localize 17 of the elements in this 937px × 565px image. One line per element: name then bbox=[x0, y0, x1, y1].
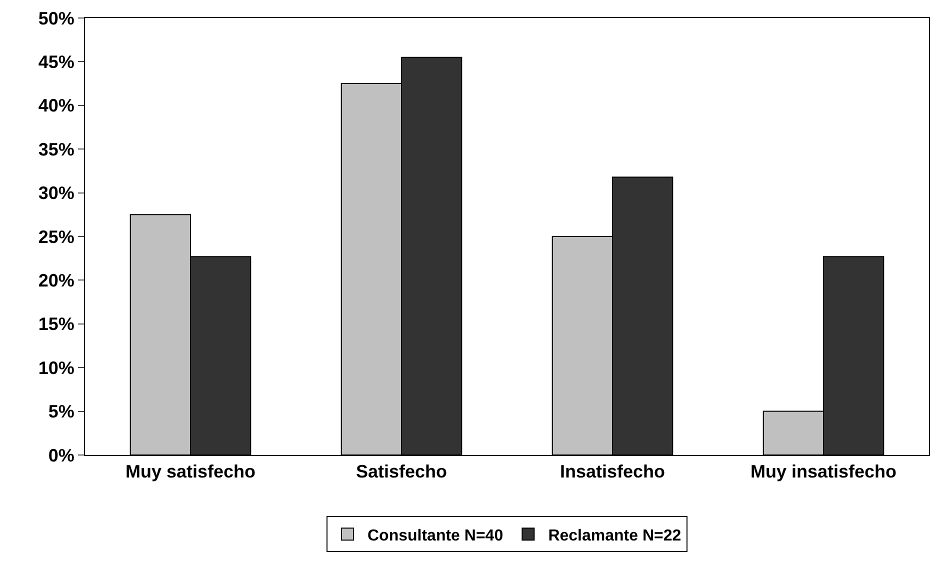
y-tick-label: 5% bbox=[48, 402, 74, 422]
y-tick-label: 30% bbox=[38, 183, 74, 204]
y-tick-label: 0% bbox=[48, 445, 74, 466]
x-tick-label: Insatisfecho bbox=[560, 462, 666, 482]
y-tick-label: 35% bbox=[38, 139, 74, 160]
legend-label: Reclamante N=22 bbox=[548, 527, 682, 544]
legend-label: Consultante N=40 bbox=[368, 527, 504, 544]
y-tick-label: 15% bbox=[38, 314, 74, 334]
x-tick-label: Muy satisfecho bbox=[125, 462, 256, 482]
x-tick-label: Satisfecho bbox=[356, 462, 448, 482]
y-tick-label: 50% bbox=[38, 8, 74, 28]
y-tick-label: 40% bbox=[38, 96, 74, 116]
y-tick-label: 10% bbox=[38, 358, 74, 378]
y-tick-label: 25% bbox=[38, 226, 74, 247]
y-tick-label: 20% bbox=[38, 270, 74, 290]
x-tick-label: Muy insatisfecho bbox=[750, 462, 897, 482]
y-tick-label: 45% bbox=[38, 52, 74, 72]
